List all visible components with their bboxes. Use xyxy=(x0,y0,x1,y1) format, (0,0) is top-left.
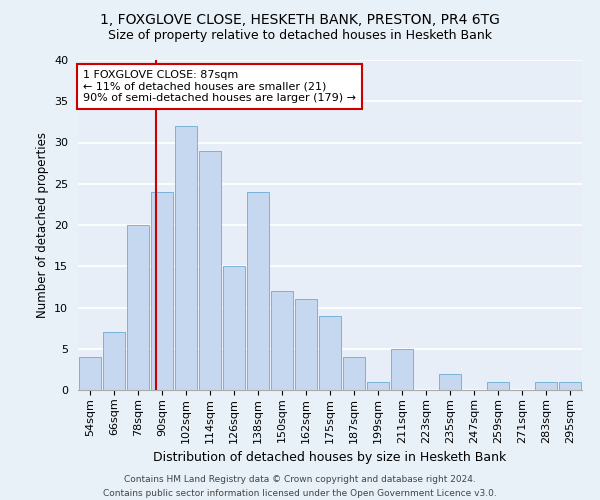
Bar xyxy=(271,291,293,390)
Bar xyxy=(343,357,365,390)
Bar xyxy=(103,332,125,390)
Text: 1, FOXGLOVE CLOSE, HESKETH BANK, PRESTON, PR4 6TG: 1, FOXGLOVE CLOSE, HESKETH BANK, PRESTON… xyxy=(100,12,500,26)
Bar xyxy=(391,349,413,390)
Bar xyxy=(247,192,269,390)
Bar xyxy=(319,316,341,390)
Y-axis label: Number of detached properties: Number of detached properties xyxy=(35,132,49,318)
Bar xyxy=(151,192,173,390)
Bar xyxy=(199,151,221,390)
X-axis label: Distribution of detached houses by size in Hesketh Bank: Distribution of detached houses by size … xyxy=(154,451,506,464)
Bar xyxy=(535,382,557,390)
Bar xyxy=(487,382,509,390)
Bar xyxy=(559,382,581,390)
Text: Contains HM Land Registry data © Crown copyright and database right 2024.
Contai: Contains HM Land Registry data © Crown c… xyxy=(103,476,497,498)
Bar xyxy=(223,266,245,390)
Bar xyxy=(79,357,101,390)
Bar xyxy=(127,225,149,390)
Bar xyxy=(367,382,389,390)
Text: Size of property relative to detached houses in Hesketh Bank: Size of property relative to detached ho… xyxy=(108,29,492,42)
Bar xyxy=(439,374,461,390)
Bar xyxy=(295,299,317,390)
Bar xyxy=(175,126,197,390)
Text: 1 FOXGLOVE CLOSE: 87sqm
← 11% of detached houses are smaller (21)
90% of semi-de: 1 FOXGLOVE CLOSE: 87sqm ← 11% of detache… xyxy=(83,70,356,103)
